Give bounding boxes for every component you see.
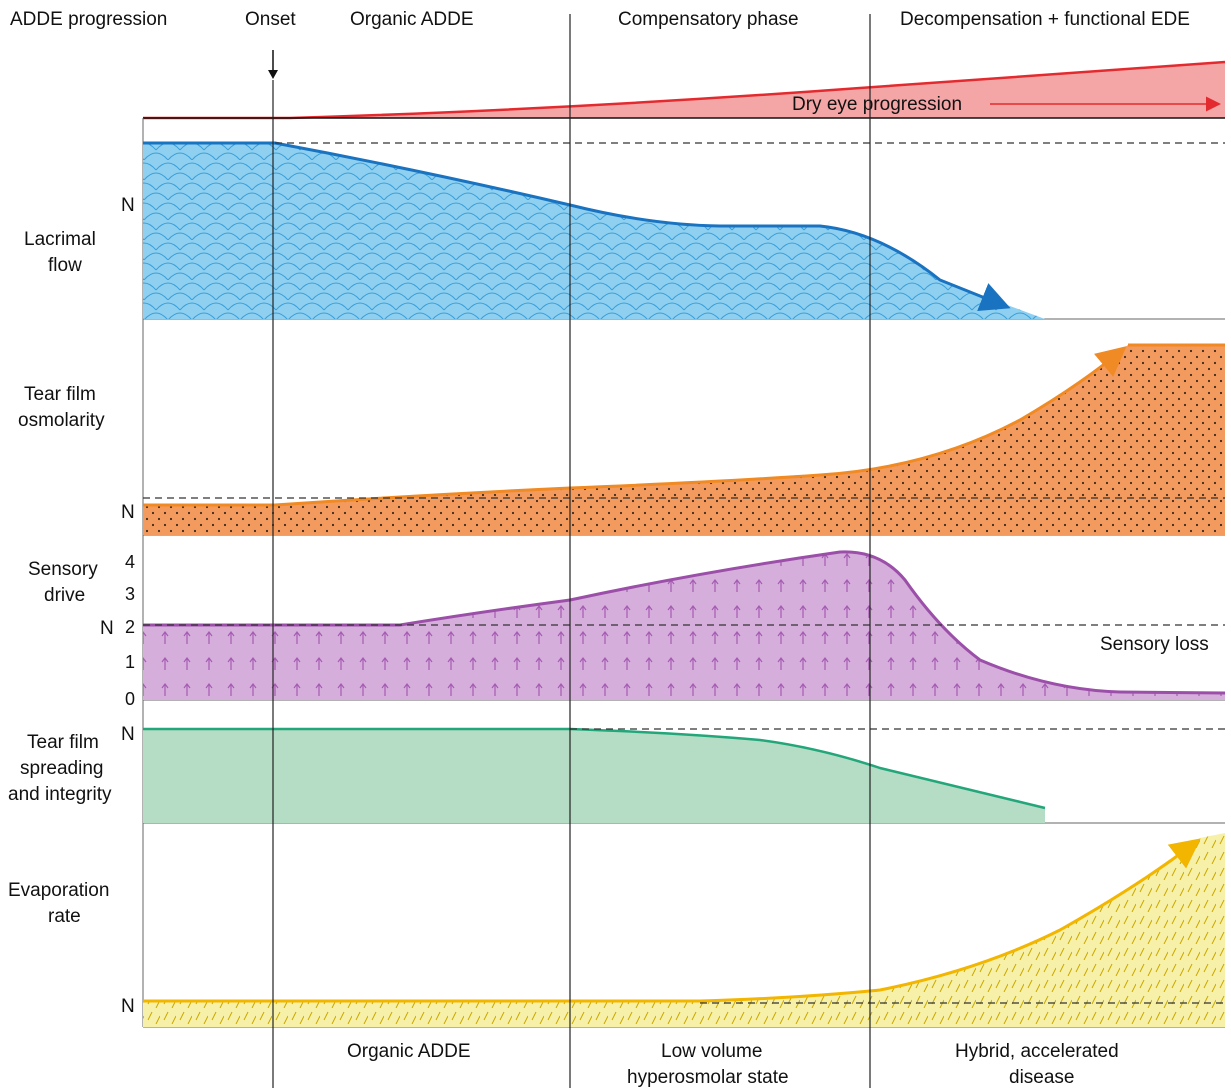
sensory-label-1: Sensory [28, 559, 98, 580]
dry-eye-label: Dry eye progression [792, 94, 962, 115]
sensory-tick-0: 0 [125, 689, 135, 709]
osmolarity-pattern [143, 345, 1225, 535]
evaporation-curve [143, 838, 1201, 1003]
sensory-tick-4: 4 [125, 552, 135, 572]
lacrimal-curve [143, 141, 1011, 312]
dry-eye-curve [143, 60, 1226, 120]
footer-organic: Organic ADDE [347, 1041, 471, 1062]
footer-lowvolume-2: hyperosmolar state [627, 1067, 789, 1088]
onset-arrowhead-icon [268, 70, 278, 79]
spreading-area [143, 729, 1045, 823]
sensory-curve [143, 550, 1226, 695]
footer-hybrid-1: Hybrid, accelerated [955, 1041, 1119, 1062]
evaporation-label-1: Evaporation [8, 880, 109, 901]
lacrimal-pattern [143, 143, 1045, 319]
onset-label: Onset [245, 9, 296, 30]
osmolarity-label-2: osmolarity [18, 410, 105, 431]
sensory-label-2: drive [44, 585, 85, 606]
evaporation-normal-marker: N [121, 996, 135, 1017]
lacrimal-label-2: flow [48, 255, 82, 276]
dry-eye-area [143, 62, 1225, 118]
spreading-label-3: and integrity [8, 784, 112, 805]
footer-hybrid-2: disease [1009, 1067, 1075, 1088]
evaporation-pattern [143, 833, 1225, 1027]
diagram-title: ADDE progression [10, 9, 167, 30]
footer-lowvolume-1: Low volume [661, 1041, 762, 1062]
evaporation-label-2: rate [48, 906, 81, 927]
spreading-normal-marker: N [121, 724, 135, 745]
sensory-tick-1: 1 [125, 652, 135, 672]
phase-organic-label: Organic ADDE [350, 9, 474, 30]
osmolarity-normal-marker: N [121, 502, 135, 523]
osmolarity-label-1: Tear film [24, 384, 96, 405]
spreading-curve [143, 727, 1046, 810]
sensory-tick-2: 2 [125, 617, 135, 637]
sensory-normal-marker: N [100, 618, 114, 639]
spreading-label-1: Tear film [27, 732, 99, 753]
lacrimal-normal-marker: N [121, 195, 135, 216]
osmolarity-curve [143, 346, 1127, 507]
sensory-loss-annotation: Sensory loss [1100, 634, 1209, 655]
phase-compensatory-label: Compensatory phase [618, 9, 799, 30]
sensory-tick-3: 3 [125, 584, 135, 604]
phase-decompensation-label: Decompensation + functional EDE [900, 9, 1190, 30]
lacrimal-label-1: Lacrimal [24, 229, 96, 250]
spreading-label-2: spreading [20, 758, 103, 779]
sensory-pattern [143, 551, 1225, 700]
